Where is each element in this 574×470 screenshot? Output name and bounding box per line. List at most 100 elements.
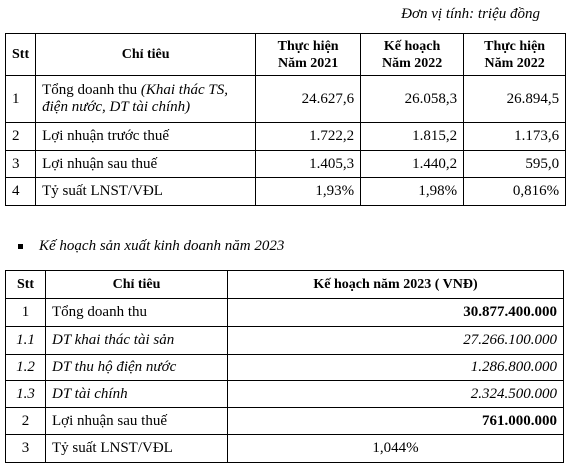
table-row: 1.1 DT khai thác tài sản 27.266.100.000: [5, 326, 564, 355]
table-row: 1.2 DT thu hộ điện nước 1.286.800.000: [5, 354, 564, 381]
cell-text: 27.266.100.000: [463, 332, 557, 348]
cell-text: 1.3: [16, 385, 35, 402]
cell-text: 2.324.500.000: [470, 385, 557, 402]
column-header: Thực hiện Năm 2021: [255, 33, 362, 76]
cell-text: 1.173,6: [514, 128, 560, 144]
table-cell: 30.877.400.000: [227, 298, 564, 327]
table-cell: Lợi nhuận trước thuế: [35, 122, 257, 151]
column-header: Chỉ tiêu: [35, 33, 257, 76]
cell-text: 24.627,6: [301, 90, 355, 107]
cell-text: 1.286.800.000: [470, 359, 557, 375]
table-cell: 1,98%: [360, 177, 465, 206]
table-cell: 761.000.000: [227, 407, 564, 435]
cell-text: 1.440,2: [412, 155, 458, 172]
cell-text: DT thu hộ điện nước: [52, 359, 177, 375]
table-cell: 1.722,2: [255, 122, 362, 151]
table-cell: 1.815,2: [360, 122, 465, 151]
table-cell: 24.627,6: [255, 75, 362, 123]
cell-text: 761.000.000: [482, 412, 557, 429]
table-cell: 1.405,3: [255, 150, 362, 178]
cell-text: 1.722,2: [309, 128, 355, 144]
cell-text: 2: [12, 128, 20, 144]
cell-text: Tỷ suất LNST/VĐL: [42, 183, 163, 199]
table-cell: 2: [4, 122, 37, 151]
cell-text: 1,044%: [372, 440, 419, 456]
table-cell: DT thu hộ điện nước: [45, 354, 228, 381]
cell-text: 3: [12, 155, 20, 172]
cell-text: 26.058,3: [404, 90, 458, 107]
table-row: 1.3 DT tài chính 2.324.500.000: [5, 380, 564, 408]
table-cell: 26.894,5: [463, 75, 567, 123]
cell-text: 4: [12, 183, 20, 199]
table-cell: DT khai thác tài sản: [45, 326, 228, 355]
table-cell: Lợi nhuận sau thuế: [35, 150, 257, 178]
column-header: Kế hoạch năm 2023 ( VNĐ): [227, 270, 564, 299]
cell-text: Tỷ suất LNST/VĐL: [52, 440, 173, 456]
unit-note: Đơn vị tính: triệu đồng: [401, 6, 540, 22]
cell-text: Lợi nhuận sau thuế: [42, 155, 158, 172]
table-cell: 1.173,6: [463, 122, 567, 151]
table-cell: Tổng doanh thu (Khai thác TS, điện nước,…: [35, 75, 257, 123]
table-cell: 27.266.100.000: [227, 326, 564, 355]
table-row: 2 Lợi nhuận sau thuế 761.000.000: [5, 407, 564, 435]
cell-text: 595,0: [525, 155, 560, 172]
table-cell: Lợi nhuận sau thuế: [45, 407, 228, 435]
table-cell: 2.324.500.000: [227, 380, 564, 408]
cell-text: 1,98%: [418, 183, 458, 199]
cell-note: (Khai thác TS, điện nước, DT tài chính): [42, 82, 228, 115]
cell-text: 1.1: [16, 332, 35, 348]
cell-text: 30.877.400.000: [463, 304, 557, 320]
cell-text: DT khai thác tài sản: [52, 332, 175, 348]
table-cell: 1,93%: [255, 177, 362, 206]
column-header: Stt: [5, 270, 46, 299]
column-header: Chỉ tiêu: [45, 270, 228, 299]
table-cell: 1,044%: [227, 434, 564, 463]
cell-text: 3: [21, 440, 30, 456]
table-cell: Tỷ suất LNST/VĐL: [45, 434, 228, 463]
column-header: Kế hoạch Năm 2022: [360, 33, 465, 76]
table-cell: 1.2: [5, 354, 46, 381]
cell-text: Lợi nhuận sau thuế: [52, 412, 167, 429]
cell-text: 1.2: [16, 359, 35, 375]
cell-text: 1: [21, 304, 30, 320]
table-cell: 595,0: [463, 150, 567, 178]
cell-text: Lợi nhuận trước thuế: [42, 128, 170, 144]
cell-text: 1.815,2: [412, 128, 458, 144]
table-row: 3 Lợi nhuận sau thuế 1.405,3 1.440,2 595,0: [4, 150, 567, 178]
cell-text: 1,93%: [315, 183, 355, 199]
table-cell: 1.3: [5, 380, 46, 408]
table-cell: 1.440,2: [360, 150, 465, 178]
cell-text: 1.405,3: [309, 155, 355, 172]
table-plan: Stt Chỉ tiêu Kế hoạch năm 2023 ( VNĐ) 1 Tổng…: [5, 270, 564, 463]
section-title: Kế hoạch sản xuất kinh doanh năm 2023: [39, 238, 285, 254]
cell-text: DT tài chính: [52, 385, 128, 402]
table-row: 4 Tỷ suất LNST/VĐL 1,93% 1,98% 0,816%: [4, 177, 567, 206]
cell-text: 1: [12, 90, 20, 107]
table-cell: 1.1: [5, 326, 46, 355]
header-row: Stt Chỉ tiêu Kế hoạch năm 2023 ( VNĐ): [5, 270, 564, 299]
cell-text: 0,816%: [512, 183, 560, 199]
table-cell: 3: [4, 150, 37, 178]
table-cell: 26.058,3: [360, 75, 465, 123]
table-cell: 1.286.800.000: [227, 354, 564, 381]
table-row: 2 Lợi nhuận trước thuế 1.722,2 1.815,2 1.173…: [4, 122, 567, 151]
header-row: Stt Chỉ tiêu Thực hiện Năm 2021 Kế hoạch Nă…: [4, 33, 567, 76]
column-header: Stt: [4, 33, 37, 76]
table-row: 1 Tổng doanh thu 30.877.400.000: [5, 298, 564, 327]
table-cell: Tỷ suất LNST/VĐL: [35, 177, 257, 206]
table-cell: 0,816%: [463, 177, 567, 206]
table-cell: Tổng doanh thu: [45, 298, 228, 327]
table-cell: 4: [4, 177, 37, 206]
table-row: 1 Tổng doanh thu (Khai thác TS, điện nước…: [4, 75, 567, 123]
table-cell: 1: [5, 298, 46, 327]
table-cell: 2: [5, 407, 46, 435]
column-header: Thực hiện Năm 2022: [463, 33, 567, 76]
section-heading: Kế hoạch sản xuất kinh doanh năm 2023: [18, 238, 284, 255]
cell-text: Tổng doanh thu: [52, 304, 147, 320]
cell-text: 2: [21, 412, 30, 429]
cell-text: Tổng doanh thu: [42, 82, 138, 98]
table-cell: 1: [4, 75, 37, 123]
table-cell: DT tài chính: [45, 380, 228, 408]
table-cell: 3: [5, 434, 46, 463]
